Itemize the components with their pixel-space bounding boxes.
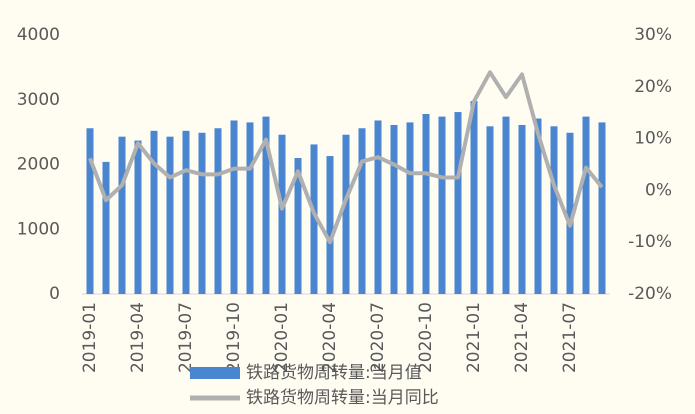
bar [358, 128, 366, 294]
bar [406, 122, 414, 294]
y-tick-label: 2000 [17, 155, 60, 175]
x-tick-label: 2021-07 [560, 302, 580, 373]
x-tick-label: 2020-10 [416, 302, 436, 373]
x-tick-label: 2019-07 [176, 302, 196, 373]
bar [534, 118, 542, 294]
bar [214, 128, 222, 294]
bar [150, 130, 158, 294]
bar [390, 125, 398, 294]
bar [166, 136, 174, 294]
bar [102, 161, 110, 294]
bar [566, 132, 574, 294]
bar [278, 134, 286, 294]
bar [342, 134, 350, 294]
bar [262, 116, 270, 295]
bar [550, 126, 558, 294]
y-tick-label: 0 [49, 284, 60, 304]
y2-tick-label: 20% [634, 77, 672, 97]
legend-label: 铁路货物周转量:当月同比 [246, 388, 439, 408]
bar [598, 122, 606, 294]
bar [470, 101, 478, 294]
y2-tick-label: 30% [634, 25, 672, 45]
bar [134, 140, 142, 294]
y2-tick-label: 0% [645, 180, 672, 200]
bar [438, 116, 446, 295]
bar [198, 132, 206, 294]
bar [326, 156, 334, 294]
y-tick-label: 4000 [17, 25, 60, 45]
x-tick-label: 2021-04 [512, 302, 532, 373]
x-tick-label: 2020-01 [272, 302, 292, 373]
x-tick-label: 2019-04 [128, 302, 148, 373]
legend-label: 铁路货物周转量:当月值 [246, 363, 422, 383]
y2-tick-label: 10% [634, 129, 672, 149]
x-tick-label: 2020-04 [320, 302, 340, 373]
bar [582, 116, 590, 295]
y2-tick-label: -10% [628, 232, 672, 252]
bar [294, 158, 302, 294]
x-tick-label: 2021-01 [464, 302, 484, 373]
bar [502, 116, 510, 295]
bar [518, 125, 526, 294]
bar [182, 130, 190, 294]
bar [246, 122, 254, 294]
legend-swatch [190, 367, 240, 379]
bar [454, 112, 462, 295]
x-tick-label: 2020-07 [368, 302, 388, 373]
y-tick-label: 1000 [17, 219, 60, 239]
bar [486, 126, 494, 294]
x-tick-label: 2019-10 [224, 302, 244, 373]
line [88, 70, 604, 245]
bar [374, 120, 382, 294]
y2-tick-label: -20% [628, 284, 672, 304]
bar [86, 128, 94, 294]
x-tick-label: 2019-01 [80, 302, 100, 373]
bar [422, 113, 430, 295]
bar [118, 136, 126, 294]
bar [230, 120, 238, 294]
y-tick-label: 3000 [17, 90, 60, 110]
bar [310, 144, 318, 294]
